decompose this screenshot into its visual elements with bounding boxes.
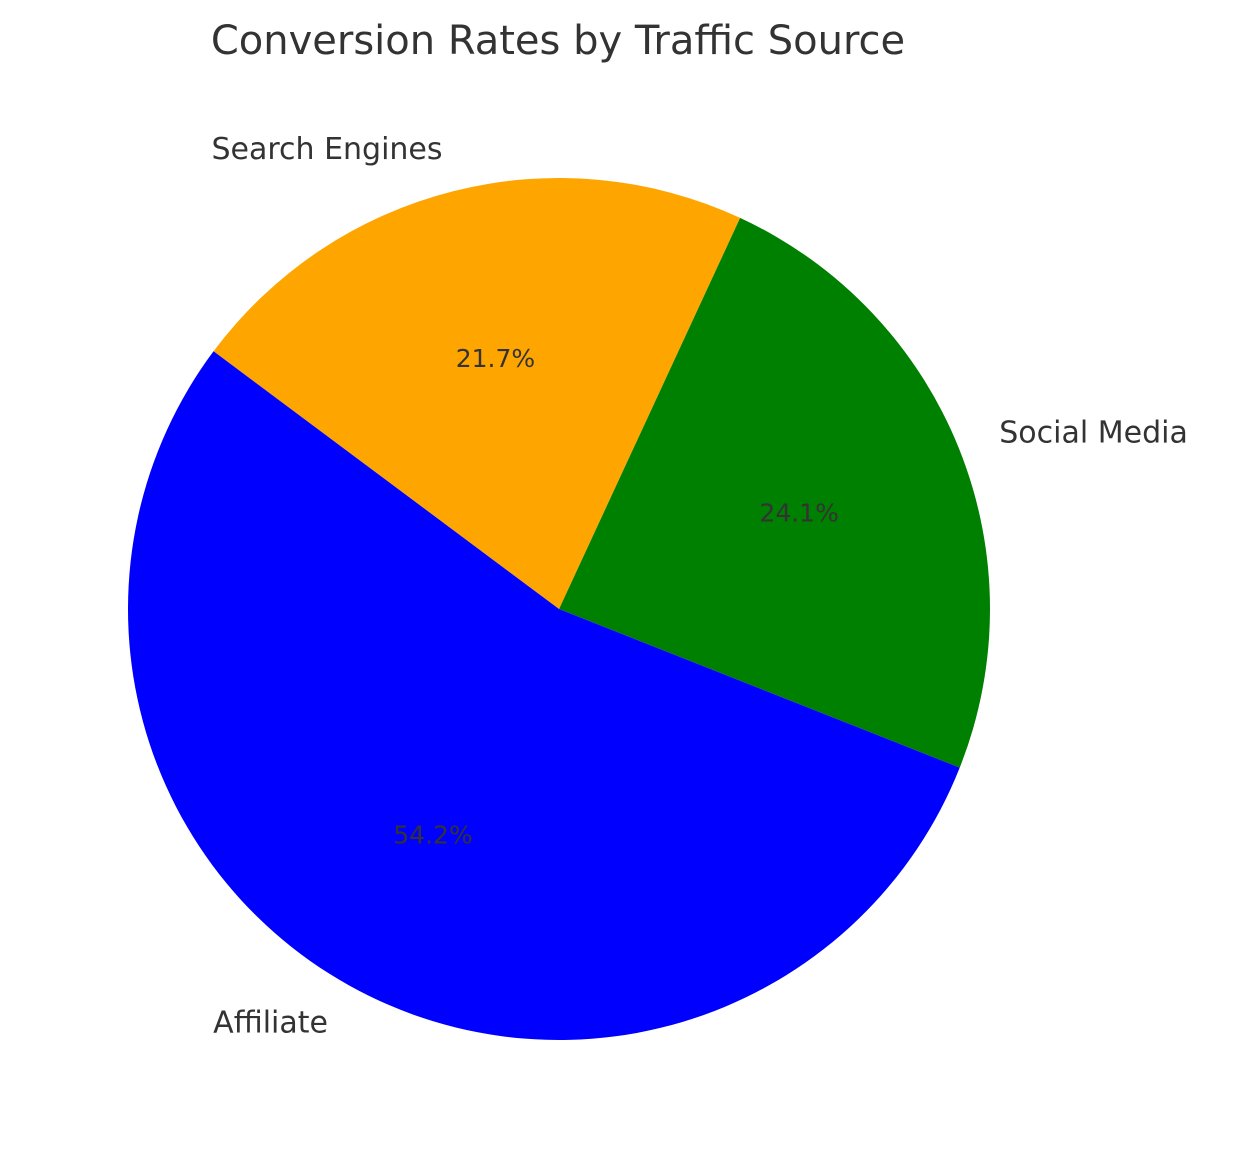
pie-slice-social-media	[559, 217, 990, 768]
slice-percent-affiliate: 54.2%	[393, 820, 472, 849]
pie-slice-affiliate	[127, 351, 960, 1041]
slice-label-social-media: Social Media	[999, 416, 1188, 451]
pie-slices	[127, 178, 990, 1041]
slice-label-search-engines: Search Engines	[211, 132, 442, 167]
chart-title: Conversion Rates by Traffic Source	[211, 18, 905, 64]
slice-label-affiliate: Affiliate	[213, 1006, 328, 1041]
slice-percent-social-media: 24.1%	[759, 499, 838, 528]
pie-slice-search-engines	[213, 178, 741, 609]
pie-labels: Social Media 24.1% Search Engines 21.7% Affi…	[211, 132, 1187, 1041]
slice-percent-search-engines: 21.7%	[456, 344, 535, 373]
